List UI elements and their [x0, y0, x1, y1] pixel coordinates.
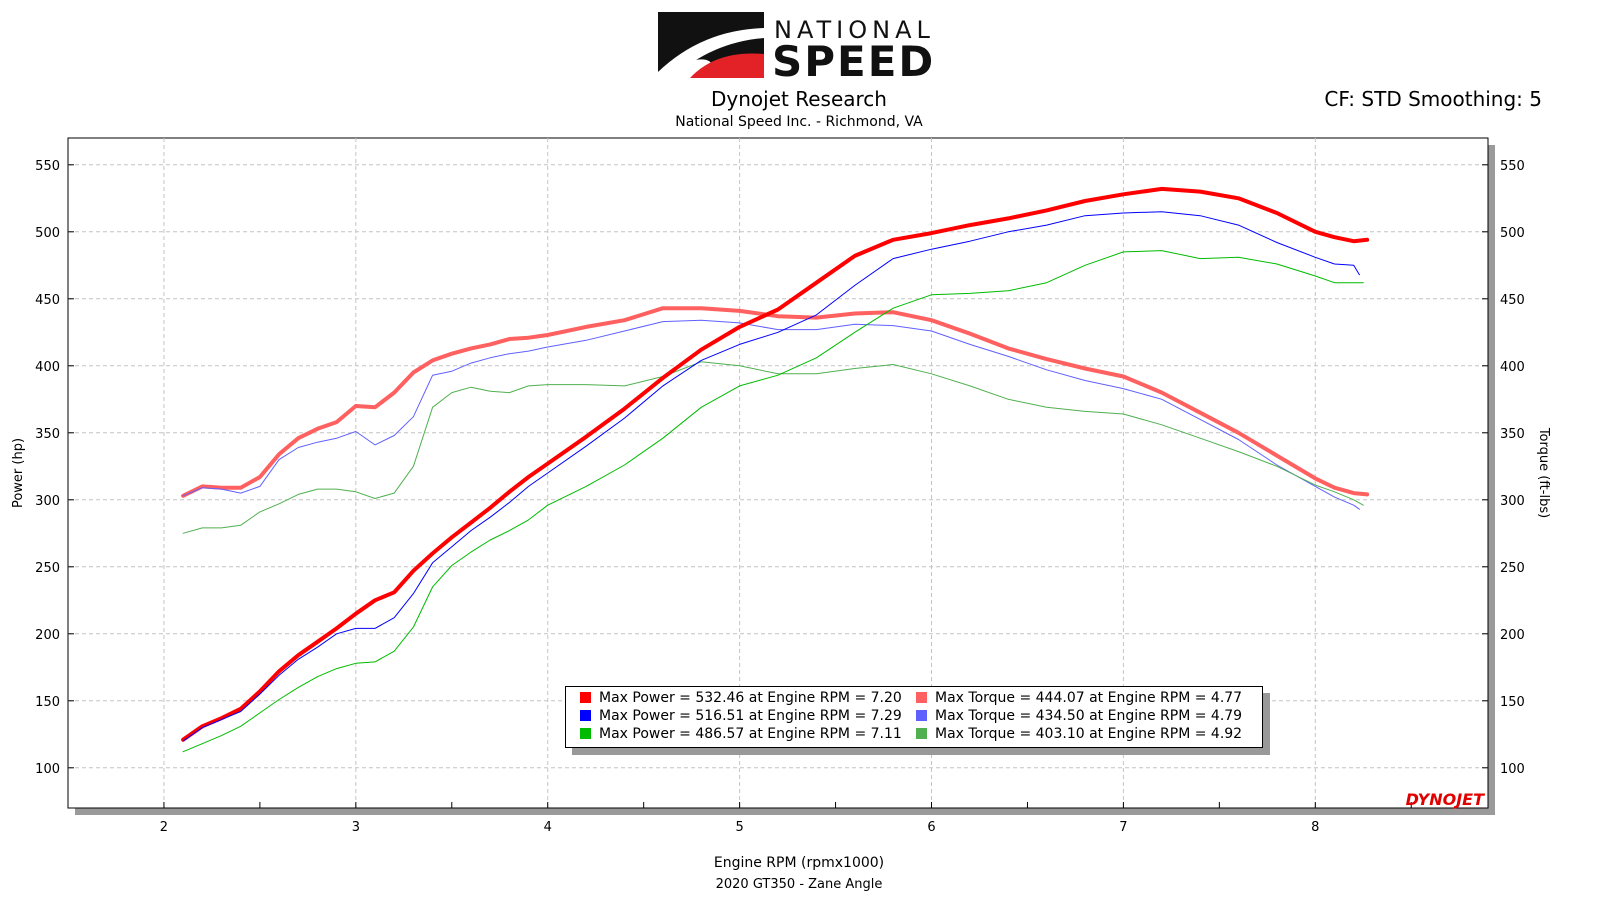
x-tick-label: 4 [544, 820, 552, 835]
legend-item: Max Torque = 434.50 at Engine RPM = 4.79 [916, 707, 1242, 725]
legend-swatch [580, 710, 591, 721]
legend-item: Max Torque = 444.07 at Engine RPM = 4.77 [916, 689, 1242, 707]
series-line-torque-1 [181, 306, 1370, 498]
legend-swatch [916, 710, 927, 721]
x-tick-label: 2 [160, 820, 168, 835]
y-tick-label-left: 200 [35, 628, 60, 643]
y-tick-label-right: 300 [1500, 494, 1525, 509]
y-tick-label-right: 400 [1500, 360, 1525, 375]
dynojet-logo: DYNOJET [1406, 790, 1486, 809]
y-tick-label-right: 100 [1500, 762, 1525, 777]
logo-top-text: NATIONAL [774, 16, 935, 44]
y-tick-label-right: 550 [1500, 159, 1525, 174]
y-tick-label-left: 250 [35, 561, 60, 576]
legend-text: Max Power = 486.57 at Engine RPM = 7.11 [599, 726, 902, 742]
y-tick-label-right: 450 [1500, 293, 1525, 308]
legend-item: Max Torque = 403.10 at Engine RPM = 4.92 [916, 725, 1242, 743]
y-tick-label-left: 300 [35, 494, 60, 509]
x-tick-label: 6 [927, 820, 935, 835]
logo-bottom-text: SPEED [772, 37, 935, 82]
y-tick-label-right: 350 [1500, 427, 1525, 442]
y-tick-label-left: 350 [35, 427, 60, 442]
legend-item: Max Power = 486.57 at Engine RPM = 7.11 [580, 725, 902, 743]
legend-text: Max Torque = 434.50 at Engine RPM = 4.79 [935, 708, 1243, 724]
legend-swatch [580, 728, 591, 739]
x-tick-label: 3 [352, 820, 360, 835]
legend-item: Max Power = 516.51 at Engine RPM = 7.29 [580, 707, 902, 725]
legend-text: Max Torque = 444.07 at Engine RPM = 4.77 [935, 690, 1243, 706]
legend-swatch [580, 692, 591, 703]
y-tick-label-left: 500 [35, 226, 60, 241]
legend-item: Max Power = 532.46 at Engine RPM = 7.20 [580, 689, 902, 707]
y-tick-label-right: 200 [1500, 628, 1525, 643]
legend-text: Max Power = 516.51 at Engine RPM = 7.29 [599, 708, 902, 724]
series-line-torque-2 [182, 319, 1360, 510]
y-tick-label-left: 150 [35, 695, 60, 710]
y-tick-label-left: 450 [35, 293, 60, 308]
y-tick-label-left: 550 [35, 159, 60, 174]
y-axis-label-left: Power (hp) [11, 438, 26, 508]
series-line-power-3 [182, 250, 1364, 753]
x-tick-label: 7 [1119, 820, 1127, 835]
chart-title: Dynojet Research [711, 87, 887, 111]
run-label: 2020 GT350 - Zane Angle [715, 877, 883, 892]
y-tick-label-right: 150 [1500, 695, 1525, 710]
legend-swatch [916, 692, 927, 703]
y-tick-label-left: 400 [35, 360, 60, 375]
chart-legend: Max Power = 532.46 at Engine RPM = 7.20 … [565, 686, 1263, 748]
y-tick-label-left: 100 [35, 762, 60, 777]
x-axis-label: Engine RPM (rpmx1000) [713, 855, 885, 871]
series-line-power-2 [182, 211, 1360, 742]
y-tick-label-right: 500 [1500, 226, 1525, 241]
legend-text: Max Torque = 403.10 at Engine RPM = 4.92 [935, 726, 1243, 742]
series-line-power-1 [181, 186, 1370, 742]
legend-swatch [916, 728, 927, 739]
x-tick-label: 8 [1311, 820, 1319, 835]
y-tick-label-right: 250 [1500, 561, 1525, 576]
correction-factor: CF: STD Smoothing: 5 [1324, 87, 1542, 111]
series-line-torque-3 [182, 361, 1364, 534]
chart-subtitle: National Speed Inc. - Richmond, VA [675, 114, 923, 130]
legend-text: Max Power = 532.46 at Engine RPM = 7.20 [599, 690, 902, 706]
national-speed-logo: NATIONAL SPEED [658, 12, 935, 82]
x-tick-label: 5 [735, 820, 743, 835]
y-axis-label-right: Torque (ft-lbs) [1536, 427, 1551, 518]
